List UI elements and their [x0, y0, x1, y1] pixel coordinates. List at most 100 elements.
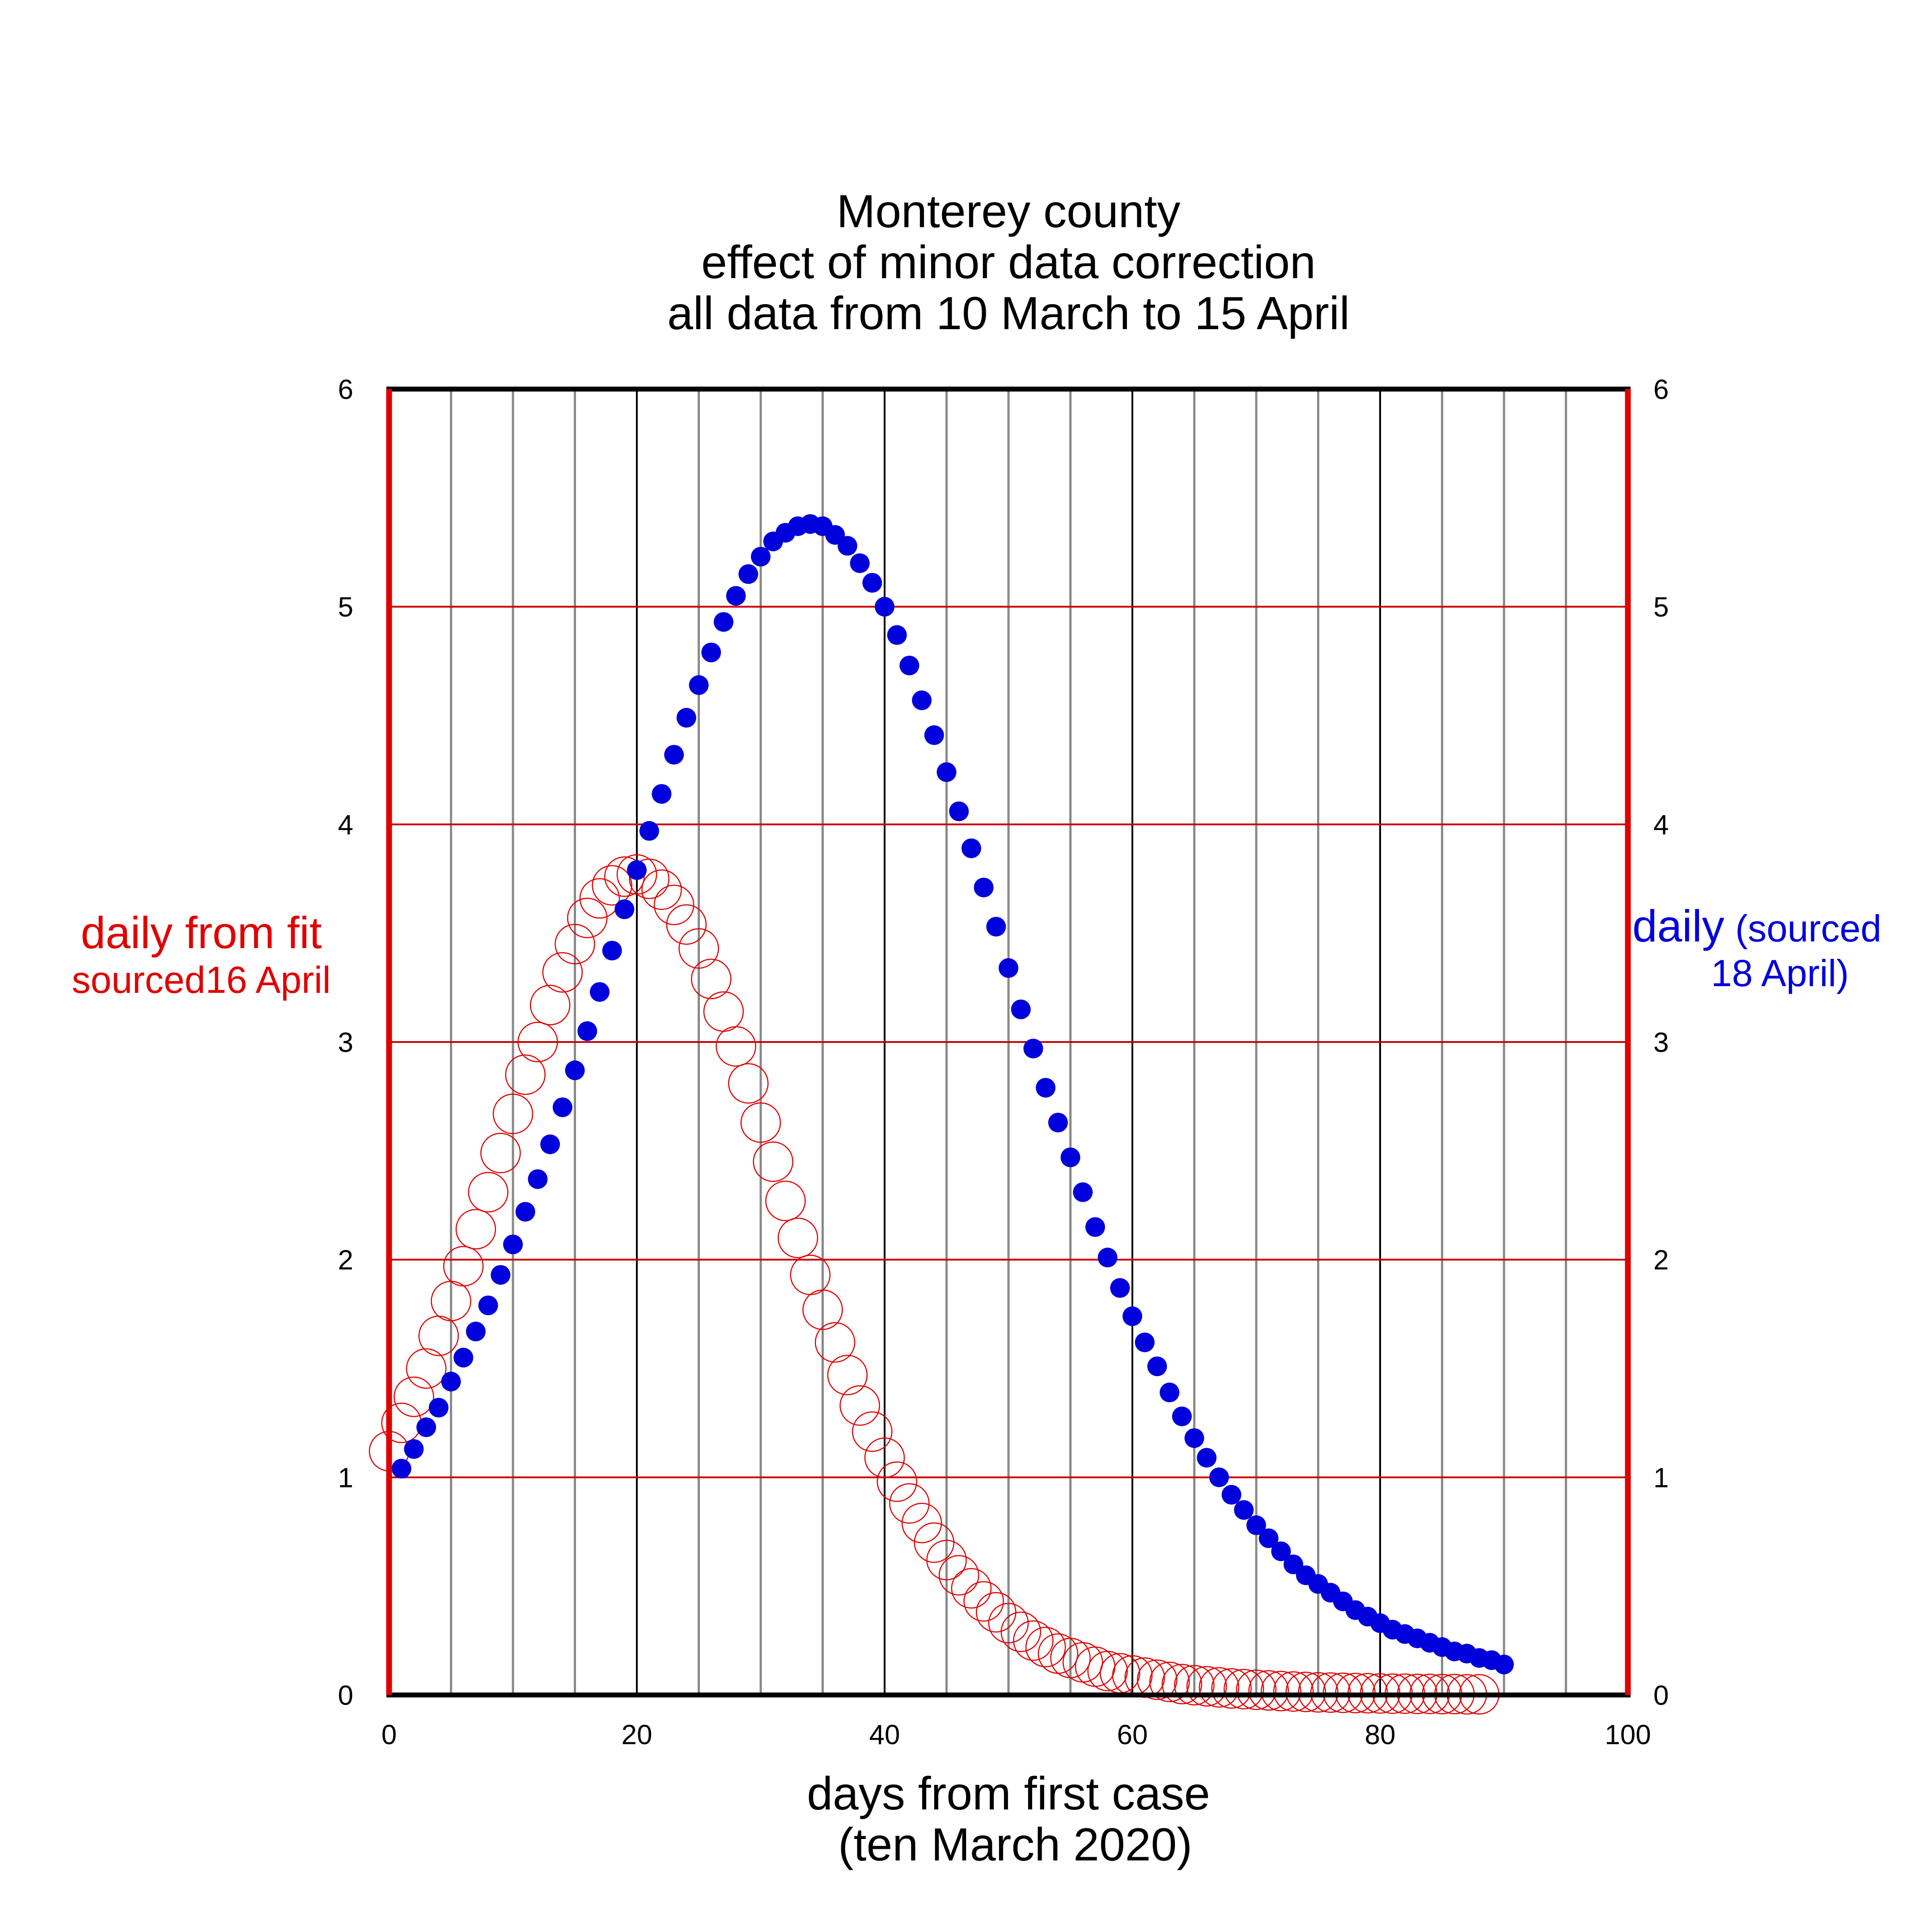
blue-data-point	[478, 1295, 498, 1315]
blue-data-point	[552, 1097, 572, 1117]
red-data-point	[1236, 1669, 1277, 1710]
red-data-point	[728, 1063, 769, 1104]
red-data-point	[914, 1522, 955, 1563]
blue-data-point	[565, 1060, 585, 1080]
blue-data-point	[652, 784, 672, 804]
red-data-point	[542, 952, 583, 993]
red-data-point	[889, 1483, 930, 1524]
blue-data-point	[1123, 1306, 1142, 1326]
red-data-point	[1075, 1646, 1116, 1687]
blue-data-point	[837, 536, 857, 556]
red-data-point	[827, 1355, 868, 1395]
blue-data-point	[738, 564, 758, 584]
blue-data-point	[1184, 1428, 1204, 1448]
red-data-point	[703, 991, 744, 1032]
blue-data-point	[1209, 1467, 1229, 1487]
red-data-point	[1273, 1671, 1314, 1712]
blue-data-point	[850, 553, 870, 573]
red-data-point	[1000, 1611, 1041, 1652]
red-data-point	[1224, 1669, 1264, 1710]
red-data-point	[802, 1289, 843, 1330]
blue-data-point	[999, 958, 1018, 978]
left-axis-label-line-2: sourced16 April	[72, 959, 330, 1001]
chart-title-line-3: all data from 10 March to 15 April	[667, 288, 1350, 339]
right-axis-label-sourced: (sourced	[1735, 907, 1881, 949]
red-data-point	[530, 985, 571, 1025]
blue-data-point	[428, 1398, 449, 1418]
blue-data-point	[503, 1234, 523, 1254]
blue-data-point	[1036, 1078, 1056, 1098]
red-data-point	[963, 1581, 1004, 1622]
left-y-tick-label: 3	[338, 1027, 353, 1058]
blue-data-point	[1135, 1332, 1155, 1352]
blue-data-point	[540, 1134, 560, 1154]
red-data-point	[567, 898, 608, 938]
red-data-point	[976, 1592, 1017, 1633]
left-y-tick-label: 0	[338, 1680, 353, 1711]
left-axis-label-line-1: daily from fit	[80, 908, 322, 958]
blue-data-point	[1197, 1448, 1217, 1468]
red-data-point	[814, 1322, 856, 1363]
blue-data-point	[528, 1169, 548, 1189]
x-axis-label-line-1: days from first case	[807, 1768, 1210, 1820]
red-data-point	[926, 1540, 967, 1580]
red-data-point	[1261, 1670, 1301, 1712]
blue-data-point	[713, 612, 733, 632]
left-y-tick-label: 4	[338, 809, 353, 840]
blue-data-point	[1110, 1278, 1130, 1298]
red-data-point	[1298, 1672, 1339, 1713]
red-data-point	[852, 1411, 893, 1452]
left-y-tick-label: 5	[338, 592, 353, 623]
blue-data-point	[1258, 1528, 1279, 1548]
red-data-point	[1087, 1651, 1128, 1691]
x-tick-label: 100	[1605, 1720, 1651, 1750]
red-data-point	[716, 1026, 756, 1067]
red-data-point	[480, 1132, 521, 1174]
blue-data-point	[664, 745, 684, 765]
tick-labels: 0 01 12 23 34 45 56 60 20 40 60 80 100	[338, 374, 1669, 1750]
blue-data-point	[862, 573, 882, 593]
red-data-point	[864, 1437, 905, 1478]
blue-data-point	[936, 762, 957, 782]
left-y-tick-label: 1	[338, 1462, 353, 1493]
right-y-tick-label: 5	[1653, 592, 1669, 623]
red-data-point	[505, 1054, 546, 1095]
red-data-point	[901, 1503, 942, 1543]
blue-data-point	[1234, 1500, 1254, 1520]
red-data-point	[790, 1254, 831, 1295]
red-data-point	[394, 1377, 434, 1417]
red-data-point	[777, 1217, 818, 1258]
blue-data-point	[1147, 1356, 1167, 1377]
red-data-point	[418, 1315, 459, 1356]
blue-data-point	[961, 838, 981, 858]
blue-series-daily-sourced	[391, 514, 1514, 1674]
blue-data-point	[515, 1202, 535, 1222]
red-data-point	[877, 1461, 917, 1502]
blue-data-point	[466, 1322, 486, 1342]
red-data-point	[1025, 1627, 1066, 1668]
blue-data-point	[416, 1417, 436, 1437]
red-data-point	[555, 924, 595, 965]
left-y-tick-label: 6	[338, 374, 353, 405]
blue-data-point	[441, 1372, 461, 1392]
blue-data-point	[1060, 1147, 1080, 1167]
red-data-point	[1038, 1633, 1079, 1674]
red-data-point	[1211, 1668, 1252, 1709]
chart-title-line-2: effect of minor data correction	[701, 237, 1316, 288]
blue-data-point	[726, 586, 746, 606]
right-y-tick-label: 2	[1653, 1245, 1669, 1276]
blue-data-point	[602, 941, 622, 961]
red-data-point	[691, 958, 732, 1000]
left-y-tick-label: 2	[338, 1245, 353, 1276]
red-data-point	[455, 1209, 496, 1250]
right-y-tick-label: 4	[1653, 809, 1669, 840]
blue-data-point	[1494, 1654, 1514, 1674]
blue-data-point	[949, 801, 969, 822]
blue-data-point	[1246, 1515, 1266, 1535]
red-data-point	[951, 1568, 992, 1609]
red-data-point	[517, 1021, 558, 1063]
red-data-point	[492, 1093, 534, 1134]
blue-data-point	[875, 597, 894, 617]
right-y-tick-label: 0	[1653, 1680, 1669, 1711]
blue-data-point	[899, 656, 919, 676]
